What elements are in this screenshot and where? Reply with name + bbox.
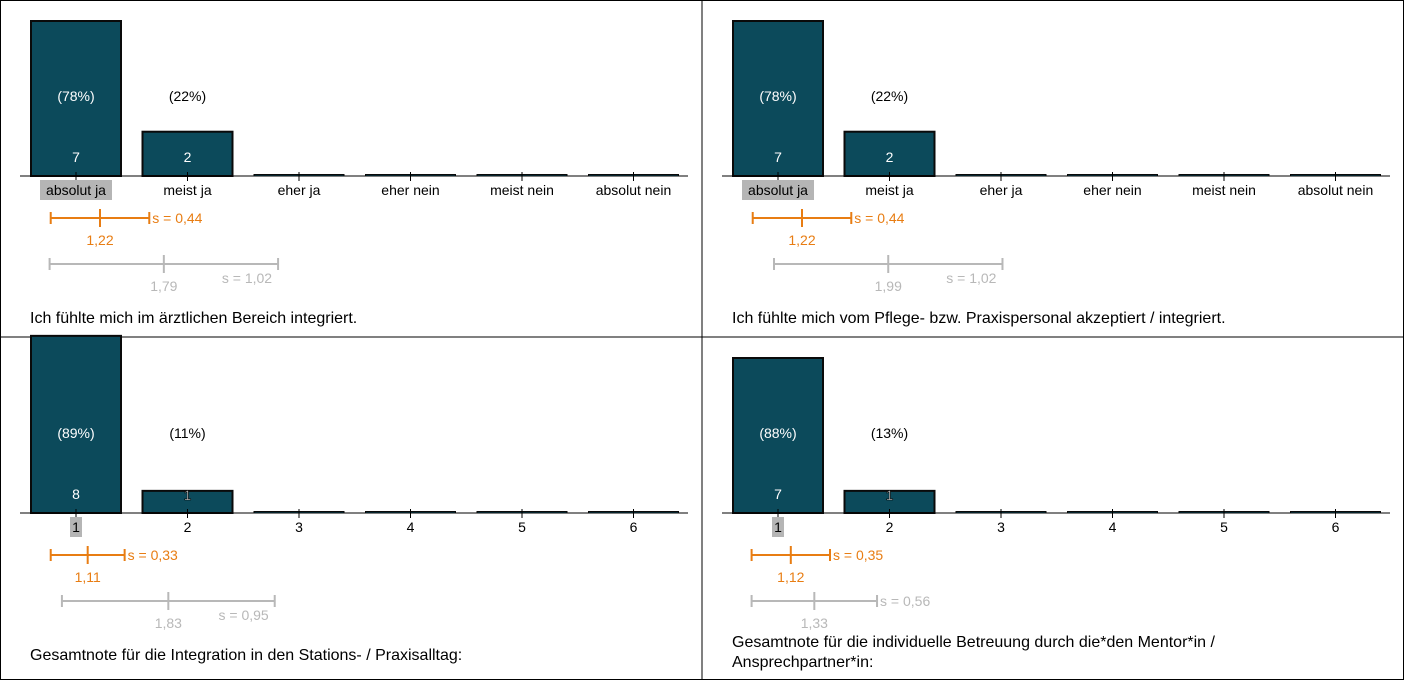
highlight-1 bbox=[40, 180, 112, 200]
percent-label-4-2: (13%) bbox=[871, 425, 908, 441]
x-tick-label-1-6: absolut nein bbox=[596, 182, 672, 198]
percent-label-3-1: (89%) bbox=[57, 425, 94, 441]
bar-1-2 bbox=[141, 130, 234, 177]
x-tick-label-2-5: meist nein bbox=[1192, 182, 1256, 198]
count-label-1-2: 2 bbox=[184, 149, 192, 165]
x-tick-label-2-2: meist ja bbox=[865, 182, 913, 198]
percent-label-1-2: (22%) bbox=[169, 88, 206, 104]
x-tick-label-2-1: absolut ja bbox=[748, 182, 808, 198]
mean-value-label-1: 1,22 bbox=[86, 232, 113, 248]
x-tick-label-2-3: eher ja bbox=[980, 182, 1023, 198]
x-tick-label-3-3: 3 bbox=[295, 519, 303, 535]
x-tick-label-1-3: eher ja bbox=[278, 182, 321, 198]
x-tick-label-1-1: absolut ja bbox=[46, 182, 106, 198]
percent-label-4-1: (88%) bbox=[759, 425, 796, 441]
x-tick-label-2-6: absolut nein bbox=[1298, 182, 1374, 198]
question-text-4-line-2: Ansprechpartner*in: bbox=[732, 654, 873, 671]
x-tick-label-3-2: 2 bbox=[184, 519, 192, 535]
reference-value-label-2: 1,99 bbox=[875, 278, 902, 294]
x-tick-label-1-5: meist nein bbox=[490, 182, 554, 198]
x-tick-label-3-5: 5 bbox=[518, 519, 526, 535]
highlight-4 bbox=[772, 517, 784, 537]
x-tick-label-3-4: 4 bbox=[407, 519, 415, 535]
mean-value-label-2: 1,22 bbox=[788, 232, 815, 248]
x-tick-label-1-2: meist ja bbox=[163, 182, 211, 198]
percent-label-2-2: (22%) bbox=[871, 88, 908, 104]
count-label-3-2: 1 bbox=[184, 487, 192, 503]
count-label-2-2: 2 bbox=[886, 149, 894, 165]
reference-value-label-4: 1,33 bbox=[801, 615, 828, 631]
question-text-3: Gesamtnote für die Integration in den St… bbox=[30, 647, 462, 664]
count-label-3-1: 8 bbox=[72, 486, 80, 502]
x-tick-label-2-4: eher nein bbox=[1083, 182, 1141, 198]
mean-s-label-1: s = 0,44 bbox=[152, 210, 202, 226]
bar-3-1 bbox=[30, 334, 122, 514]
mean-s-label-4: s = 0,35 bbox=[833, 547, 883, 563]
question-text-2: Ich fühlte mich vom Pflege- bzw. Praxisp… bbox=[732, 310, 1226, 327]
reference-value-label-1: 1,79 bbox=[150, 278, 177, 294]
reference-value-label-3: 1,83 bbox=[155, 615, 182, 631]
reference-s-label-4: s = 0,56 bbox=[880, 593, 930, 609]
percent-label-3-2: (11%) bbox=[169, 425, 205, 441]
mean-value-label-3: 1,11 bbox=[75, 569, 101, 585]
bar-2-2 bbox=[843, 130, 936, 177]
reference-s-label-3: s = 0,95 bbox=[219, 607, 269, 623]
bar-1-1 bbox=[30, 20, 122, 177]
question-text-4-line-1: Gesamtnote für die individuelle Betreuun… bbox=[732, 634, 1216, 651]
x-tick-label-3-6: 6 bbox=[630, 519, 638, 535]
x-tick-label-1-4: eher nein bbox=[381, 182, 439, 198]
x-tick-label-4-4: 4 bbox=[1109, 519, 1117, 535]
count-label-4-1: 7 bbox=[774, 486, 782, 502]
reference-s-label-2: s = 1,02 bbox=[946, 270, 996, 286]
bar-2-1 bbox=[732, 20, 824, 177]
highlight-3 bbox=[70, 517, 82, 537]
x-tick-label-4-1: 1 bbox=[774, 519, 782, 535]
percent-label-2-1: (78%) bbox=[759, 88, 796, 104]
highlight-2 bbox=[742, 180, 814, 200]
count-label-1-1: 7 bbox=[72, 149, 80, 165]
count-label-2-1: 7 bbox=[774, 149, 782, 165]
reference-s-label-1: s = 1,02 bbox=[222, 270, 272, 286]
x-tick-label-3-1: 1 bbox=[72, 519, 80, 535]
percent-label-1-1: (78%) bbox=[57, 88, 94, 104]
question-text-1: Ich fühlte mich im ärztlichen Bereich in… bbox=[30, 310, 357, 327]
x-tick-label-4-3: 3 bbox=[997, 519, 1005, 535]
mean-value-label-4: 1,12 bbox=[777, 569, 804, 585]
x-tick-label-4-2: 2 bbox=[886, 519, 894, 535]
x-tick-label-4-5: 5 bbox=[1220, 519, 1228, 535]
mean-s-label-3: s = 0,33 bbox=[128, 547, 178, 563]
count-label-4-2: 1 bbox=[886, 487, 894, 503]
x-tick-label-4-6: 6 bbox=[1332, 519, 1340, 535]
mean-s-label-2: s = 0,44 bbox=[854, 210, 904, 226]
